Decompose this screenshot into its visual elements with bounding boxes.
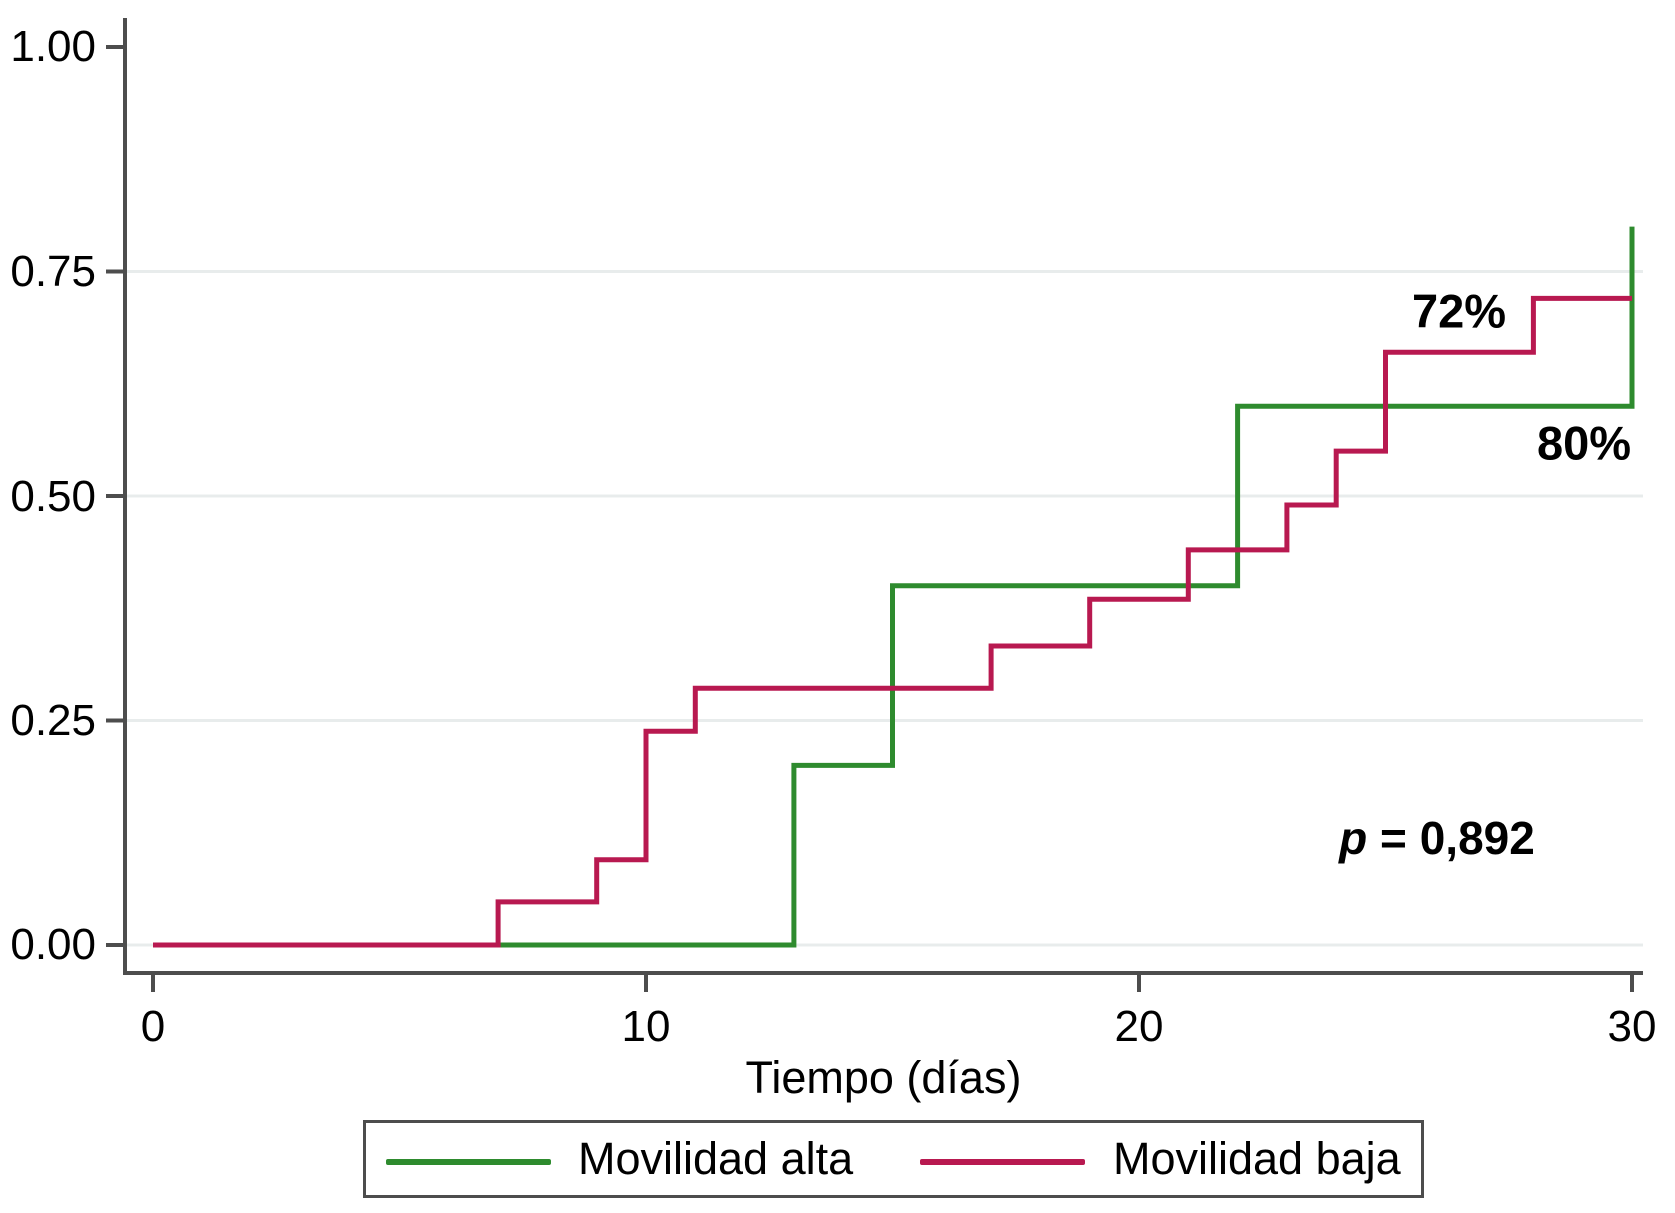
legend-label-movilidad-alta: Movilidad alta [578,1133,854,1184]
y-tick-label: 0.25 [10,696,96,745]
series-movilidad-alta [153,226,1635,948]
x-tick-label: 20 [1114,1002,1164,1051]
p-value-number: = 0,892 [1367,812,1535,864]
annotation-p-value: p = 0,892 [1339,811,1535,865]
y-tick-label: 0.50 [10,472,96,521]
annotation-green-final-percent: 80% [1536,416,1632,470]
y-tick-label: 1.00 [10,22,96,71]
legend-line-movilidad-alta [386,1159,551,1165]
series-movilidad-baja [153,295,1632,948]
legend-line-movilidad-baja [920,1159,1085,1165]
p-value-symbol: p [1339,812,1368,864]
y-tick-label: 0.00 [10,920,96,969]
legend: Movilidad alta Movilidad baja [363,1120,1424,1198]
y-tick-label: 0.75 [10,247,96,296]
x-axis-title: Tiempo (días) [745,1052,1022,1103]
annotation-red-final-percent: 72% [1411,284,1507,338]
legend-label-movilidad-baja: Movilidad baja [1113,1133,1401,1184]
x-tick-label: 30 [1607,1002,1657,1051]
x-tick-label: 10 [621,1002,671,1051]
x-tick-label: 0 [140,1002,166,1051]
